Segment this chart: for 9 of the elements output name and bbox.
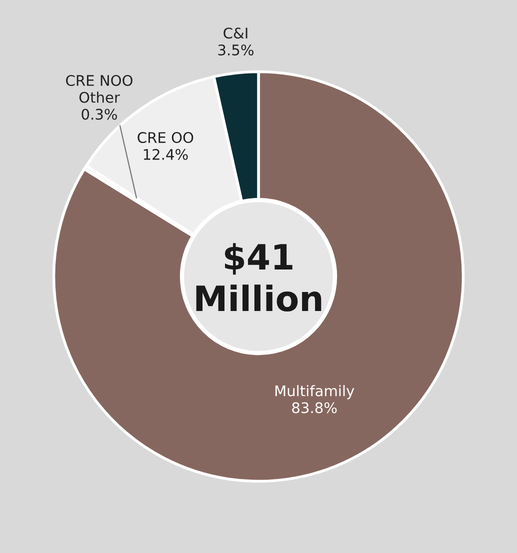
data-label: 12.4% bbox=[144, 148, 188, 160]
data-label: 83.8% bbox=[292, 402, 337, 414]
data-label: 0.3% bbox=[82, 108, 117, 120]
text: $41 Million bbox=[196, 243, 322, 312]
slice-label: CRE NOO Other bbox=[66, 74, 132, 103]
data-label: 3.5% bbox=[218, 44, 254, 56]
slice-label: CRE OO bbox=[138, 132, 194, 144]
slice-label: Multifamily bbox=[275, 385, 354, 400]
slice-label: C&I bbox=[224, 28, 248, 39]
